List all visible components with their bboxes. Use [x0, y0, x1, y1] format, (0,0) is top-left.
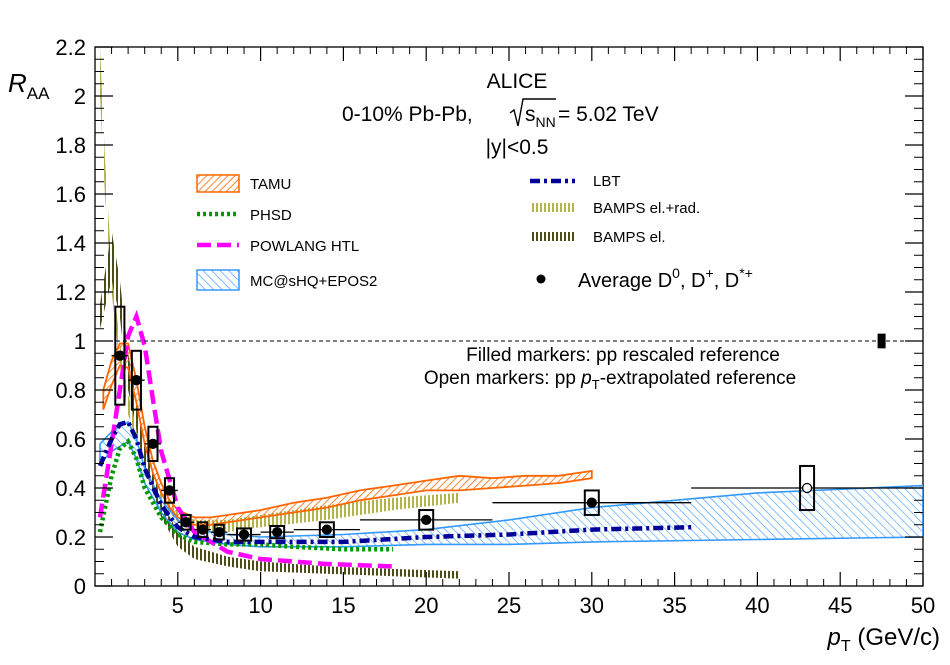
y-tick-label: 0.8: [55, 378, 86, 403]
svg-text:sNN: sNN: [525, 103, 556, 130]
y-tick-label: 2: [74, 84, 86, 109]
y-tick-label: 2.2: [55, 35, 86, 60]
y-axis-main: R: [8, 68, 27, 98]
note-filled-markers: Filled markers: pp rescaled reference: [466, 345, 780, 366]
legend-average-sup2: +: [706, 265, 714, 281]
x-axis-sub: T: [841, 638, 851, 655]
x-axis-main: p: [827, 624, 841, 651]
sqrt-s-sub: NN: [536, 114, 556, 130]
system-label: 0-10% Pb-Pb, sNN = 5.02 TeV: [342, 98, 659, 130]
model-curves: [97, 47, 923, 579]
svg-text:0-10% Pb-Pb,: 0-10% Pb-Pb,: [342, 103, 473, 126]
data-point-marker: [197, 524, 208, 535]
y-tick-label: 1.6: [55, 182, 86, 207]
note-open-suffix: -extrapolated reference: [600, 368, 796, 389]
svg-text:= 5.02 TeV: = 5.02 TeV: [558, 103, 659, 126]
legend-swatch-tamu: [196, 174, 240, 193]
data-point-syst-box: [583, 489, 600, 516]
y-tick-label: 1.4: [55, 231, 86, 256]
y-axis-sub: AA: [27, 84, 50, 103]
x-tick-label: 40: [745, 593, 769, 618]
legend-average-sep1: , D: [680, 270, 706, 292]
data-point-marker: [214, 526, 225, 538]
axis-ticks: 5 10 15 20 25 30 35 40 45 5000.20.40.60.811.21.41…: [55, 35, 935, 618]
legend-average-main: Average D: [578, 270, 672, 292]
legend-swatch-bamps-elrad: [530, 203, 575, 212]
y-tick-label: 0.6: [55, 427, 86, 452]
note-open-markers: Open markers: pp pT-extrapolated referen…: [424, 368, 796, 392]
legend-average-sup3: *+: [739, 265, 753, 281]
x-tick-label: 15: [331, 593, 355, 618]
normalization-uncertainty-box: [877, 333, 886, 349]
data-points: [111, 305, 923, 542]
y-tick-label: 0.2: [55, 525, 86, 550]
legend-average-sup1: 0: [672, 265, 680, 281]
x-axis-title: pT (GeV/c): [827, 624, 940, 655]
legend-marker-average: [536, 274, 546, 284]
legend-swatch-mcshq: [196, 269, 240, 291]
model-curve-lbt: [97, 419, 692, 545]
x-tick-label: 35: [662, 593, 686, 618]
y-tick-label: 0.4: [55, 476, 86, 501]
system-energy: = 5.02 TeV: [558, 103, 659, 126]
model-band-mcshq-epos2: [99, 420, 923, 548]
data-point-marker: [801, 482, 813, 494]
y-tick-label: 1: [74, 329, 86, 354]
legend-swatch-bamps-el: [530, 232, 575, 241]
x-tick-label: 45: [828, 593, 852, 618]
x-tick-label: 25: [497, 593, 521, 618]
sqrt-symbol: [509, 98, 556, 127]
model-curve-powlang-htl: [97, 309, 394, 569]
x-tick-label: 30: [580, 593, 604, 618]
data-point-marker: [114, 350, 125, 361]
legend-label-tamu: TAMU: [250, 176, 291, 193]
data-point-marker: [164, 485, 175, 496]
note-open-sub: T: [592, 377, 600, 392]
y-tick-label: 1.2: [55, 280, 86, 305]
system-prefix: 0-10% Pb-Pb,: [342, 103, 473, 126]
x-tick-label: 50: [911, 593, 935, 618]
x-tick-label: 20: [414, 593, 438, 618]
x-tick-label: 10: [248, 593, 272, 618]
data-point-marker: [272, 526, 283, 538]
legend-average-sep2: , D: [714, 270, 740, 292]
y-tick-label: 0: [74, 574, 86, 599]
legend-label-bamps-elrad: BAMPS el.+rad.: [593, 200, 700, 217]
data-point-marker: [321, 524, 332, 535]
data-point-syst-box: [236, 527, 253, 542]
data-point-marker: [180, 517, 192, 528]
data-point-marker: [421, 514, 432, 525]
sqrt-s: s: [525, 103, 536, 126]
data-point-syst-box: [269, 524, 286, 540]
data-point-syst-box: [318, 521, 335, 538]
legend-label-bamps-el: BAMPS el.: [593, 229, 666, 246]
data-point-marker: [586, 497, 597, 508]
data-point-marker: [238, 529, 250, 540]
legend: TAMU PHSD POWLANG HTL MC@sHQ+EPOS2 LBT B…: [196, 173, 753, 292]
legend-label-phsd: PHSD: [250, 207, 292, 224]
data-point-syst-box: [418, 509, 435, 531]
data-point-marker: [131, 375, 142, 386]
data-point-syst-box: [799, 464, 816, 512]
note-open-prefix: Open markers: pp: [424, 368, 581, 389]
model-band-tamu: [102, 342, 593, 526]
rapidity-label: |y|<0.5: [486, 136, 549, 159]
legend-label-lbt: LBT: [593, 173, 621, 190]
legend-label-average: Average D0, D+, D*+: [578, 265, 753, 292]
y-tick-label: 1.8: [55, 133, 86, 158]
note-open-var: p: [580, 368, 592, 389]
legend-label-mcshq: MC@sHQ+EPOS2: [250, 273, 377, 290]
x-tick-label: 5: [172, 593, 184, 618]
y-axis-title: RAA: [8, 68, 50, 103]
data-point-marker: [147, 438, 159, 450]
legend-label-powlang: POWLANG HTL: [250, 238, 359, 255]
experiment-label: ALICE: [487, 70, 548, 93]
x-axis-unit: (GeV/c): [851, 624, 940, 651]
